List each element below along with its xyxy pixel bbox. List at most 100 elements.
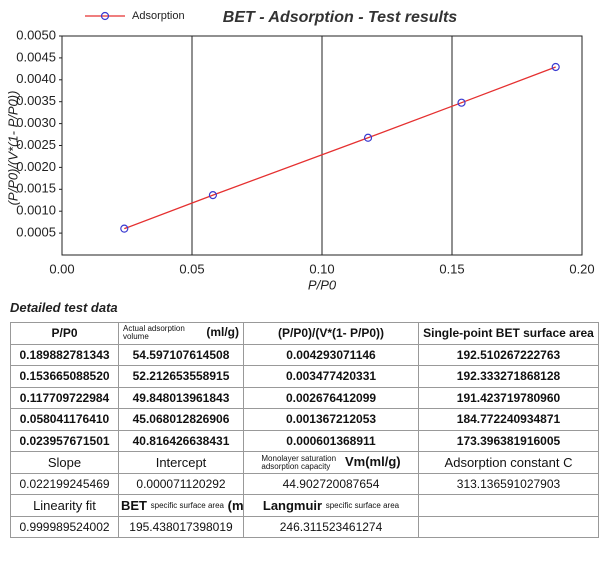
table-cell: 191.423719780960 xyxy=(418,386,599,409)
cell-note: Monolayer saturation adsorption capacity xyxy=(261,453,337,471)
y-axis-title: (P/P0)/(V*(1- P/P0)) xyxy=(5,91,20,206)
table-cell: 0.189882781343 xyxy=(10,343,119,366)
table-cell: 195.438017398019 xyxy=(118,515,244,538)
cell-text: Intercept xyxy=(155,454,207,470)
table-cell: 54.597107614508 xyxy=(118,343,244,366)
table-cell: Intercept xyxy=(118,451,244,474)
cell-text: Adsorption constant C xyxy=(444,454,573,470)
x-tick-label: 0.20 xyxy=(569,261,594,276)
cell-text: 0.004293071146 xyxy=(286,347,376,362)
table-cell: 173.396381916005 xyxy=(418,429,599,452)
cell-text: (ml/g) xyxy=(206,325,239,340)
data-table: P/P0 Actual adsorption volume (ml/g) (P/P0… xyxy=(10,322,599,538)
y-tick-label: 0.0015 xyxy=(16,181,56,196)
table-cell: 0.000071120292 xyxy=(118,472,244,495)
cell-text: Langmuir xyxy=(262,497,323,513)
table-cell: 0.058041176410 xyxy=(10,408,119,431)
cell-text: P/P0 xyxy=(51,326,78,341)
cell-text: Vm(ml/g) xyxy=(345,453,401,469)
cell-text: 0.001367212053 xyxy=(285,412,377,427)
table-cell: (P/P0)/(V*(1- P/P0)) xyxy=(243,322,419,345)
data-point xyxy=(363,133,373,142)
table-cell: 52.212653558915 xyxy=(118,365,244,388)
x-tick-label: 0.00 xyxy=(49,261,74,276)
cell-text: 173.396381916005 xyxy=(456,433,561,448)
x-tick-label: 0.10 xyxy=(309,261,334,276)
chart: BET - Adsorption - Test results P/P0 (P/… xyxy=(5,9,594,292)
table-cell xyxy=(418,515,599,538)
cell-text: 40.816426638431 xyxy=(132,433,230,448)
cell-text: 0.023957671501 xyxy=(19,433,110,448)
table-cell: BET specific surface area (m^2/g) xyxy=(118,494,244,517)
table-cell: Adsorption constant C xyxy=(418,451,599,474)
x-axis-title: P/P0 xyxy=(308,277,337,292)
legend-label: Adsorption xyxy=(132,10,185,22)
y-tick-label: 0.0010 xyxy=(16,203,56,218)
cell-text: Single-point BET surface area xyxy=(423,326,594,341)
cell-text: 45.068012826906 xyxy=(132,412,230,427)
cell-text: 0.189882781343 xyxy=(19,347,110,362)
cell-text: (m^2/g) xyxy=(227,497,244,513)
y-tick-label: 0.0045 xyxy=(16,49,56,64)
table-cell: 49.848013961843 xyxy=(118,386,244,409)
table-cell: 0.000601368911 xyxy=(243,429,419,452)
cell-note: specific surface area xyxy=(150,501,224,511)
table-cell: 192.333271868128 xyxy=(418,365,599,388)
cell-text: 0.003477420331 xyxy=(285,369,377,384)
table-cell: 0.999989524002 xyxy=(10,515,119,538)
y-tick-label: 0.0035 xyxy=(16,93,56,108)
cell-text: 0.002676412099 xyxy=(285,390,377,405)
cell-text: 192.510267222763 xyxy=(456,347,561,362)
cell-text: 0.153665088520 xyxy=(19,369,110,384)
table-cell: 184.772240934871 xyxy=(418,408,599,431)
y-tick-label: 0.0025 xyxy=(16,137,56,152)
chart-title: BET - Adsorption - Test results xyxy=(223,9,457,26)
table-cell: 192.510267222763 xyxy=(418,343,599,366)
y-tick-label: 0.0050 xyxy=(16,27,56,42)
cell-text: 195.438017398019 xyxy=(129,519,233,534)
table-cell: Single-point BET surface area xyxy=(418,322,599,345)
cell-text: (P/P0)/(V*(1- P/P0)) xyxy=(277,326,385,341)
table-cell: 313.136591027903 xyxy=(418,472,599,495)
cell-text: 49.848013961843 xyxy=(132,390,230,405)
y-tick-label: 0.0040 xyxy=(16,71,56,86)
cell-text: Slope xyxy=(47,454,82,470)
table-cell: 246.311523461274 xyxy=(243,515,419,538)
cell-text: BET xyxy=(121,497,147,513)
table-cell: 0.002676412099 xyxy=(243,386,419,409)
table-cell: 0.004293071146 xyxy=(243,343,419,366)
cell-text: 52.212653558915 xyxy=(132,369,230,384)
data-point xyxy=(457,98,466,107)
table-cell: 0.023957671501 xyxy=(10,429,119,452)
y-tick-label: 0.0020 xyxy=(16,159,56,174)
table-cell: 45.068012826906 xyxy=(118,408,244,431)
legend-marker xyxy=(100,11,110,21)
table-cell: Monolayer saturation adsorption capacity… xyxy=(243,451,419,474)
table-cell: 0.003477420331 xyxy=(243,365,419,388)
table-cell: 44.902720087654 xyxy=(243,472,419,495)
table-cell: 40.816426638431 xyxy=(118,429,244,452)
cell-text: 191.423719780960 xyxy=(456,390,561,405)
y-tick-label: 0.0005 xyxy=(16,225,56,240)
cell-text: 44.902720087654 xyxy=(282,476,380,491)
cell-text: 184.772240934871 xyxy=(456,412,561,427)
table-cell: P/P0 xyxy=(10,322,119,345)
table-cell: Actual adsorption volume (ml/g) xyxy=(118,322,244,345)
cell-text: 0.022199245469 xyxy=(19,476,110,491)
cell-text: 0.999989524002 xyxy=(19,519,110,534)
cell-text: Linearity fit xyxy=(33,497,96,513)
cell-note: specific surface area xyxy=(325,501,400,511)
data-point xyxy=(120,224,129,233)
cell-text: 192.333271868128 xyxy=(456,369,561,384)
x-tick-label: 0.05 xyxy=(179,261,204,276)
cell-text: 0.000071120292 xyxy=(136,476,226,491)
cell-text: 246.311523461274 xyxy=(279,519,383,534)
cell-text: 54.597107614508 xyxy=(132,347,230,362)
y-tick-label: 0.0030 xyxy=(16,115,56,130)
cell-text: 0.117709722984 xyxy=(19,390,110,405)
table-cell xyxy=(418,494,599,517)
data-line xyxy=(124,66,556,230)
table-cell: 0.022199245469 xyxy=(10,472,119,495)
table-cell: 0.001367212053 xyxy=(243,408,419,431)
